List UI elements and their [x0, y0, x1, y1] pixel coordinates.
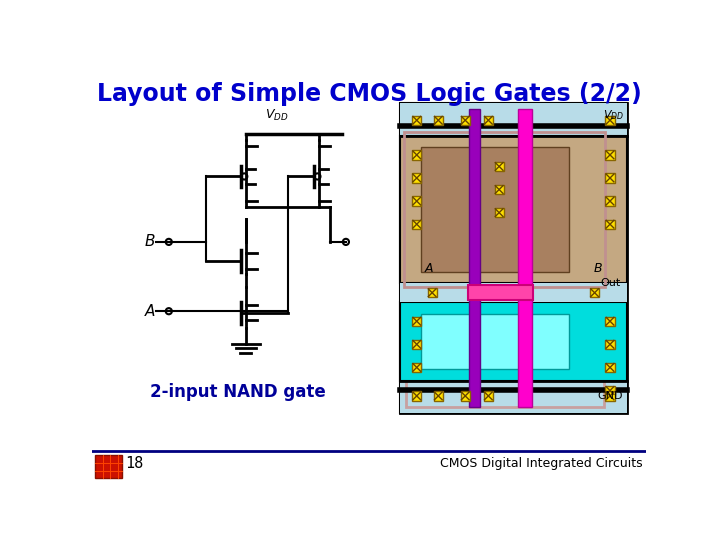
Bar — [400, 302, 627, 381]
Text: CMOS Digital Integrated Circuits: CMOS Digital Integrated Circuits — [441, 457, 643, 470]
Bar — [433, 116, 443, 125]
Bar — [468, 285, 534, 300]
Bar — [433, 392, 443, 401]
Bar — [412, 220, 421, 229]
Text: 2-input NAND gate: 2-input NAND gate — [150, 383, 326, 401]
Bar — [590, 288, 599, 298]
Text: $V_{DD}$: $V_{DD}$ — [265, 107, 289, 123]
Bar — [412, 197, 421, 206]
Bar — [400, 103, 627, 413]
Bar — [461, 116, 470, 125]
Text: A: A — [425, 261, 433, 274]
Bar — [606, 386, 615, 395]
Text: Layout of Simple CMOS Logic Gates (2/2): Layout of Simple CMOS Logic Gates (2/2) — [96, 82, 642, 106]
Bar — [495, 185, 504, 194]
Text: GND: GND — [598, 391, 623, 401]
Bar — [461, 392, 470, 401]
Bar — [421, 147, 569, 272]
Bar — [423, 238, 564, 370]
Bar — [421, 314, 569, 369]
Bar — [400, 136, 627, 284]
Bar — [484, 116, 493, 125]
Text: B: B — [593, 261, 602, 274]
Text: $V_{DD}$: $V_{DD}$ — [603, 108, 624, 122]
Bar — [606, 150, 615, 159]
Bar — [606, 363, 615, 372]
Bar — [412, 150, 421, 159]
Bar — [423, 238, 564, 370]
Bar — [412, 316, 421, 326]
Bar — [606, 173, 615, 183]
Bar — [518, 110, 531, 407]
Bar — [412, 363, 421, 372]
Bar — [423, 126, 564, 195]
Bar — [606, 392, 615, 401]
Bar — [606, 220, 615, 229]
Bar — [495, 162, 504, 171]
Bar — [412, 392, 421, 401]
Text: 18: 18 — [126, 456, 144, 471]
Bar — [495, 208, 504, 217]
Bar — [95, 455, 122, 478]
Bar — [469, 110, 480, 407]
Text: Out: Out — [600, 278, 621, 288]
Bar — [428, 288, 437, 298]
Bar — [606, 340, 615, 349]
Bar — [412, 173, 421, 183]
Bar — [484, 392, 493, 401]
Bar — [400, 103, 627, 413]
Text: A: A — [145, 303, 155, 319]
Bar — [400, 284, 627, 302]
Bar — [400, 103, 627, 136]
Bar — [606, 316, 615, 326]
Bar — [404, 132, 605, 287]
Bar — [606, 197, 615, 206]
Bar — [412, 116, 421, 125]
Bar — [412, 340, 421, 349]
Bar — [606, 116, 615, 125]
Text: B: B — [145, 234, 155, 249]
Bar — [400, 381, 627, 413]
Bar — [406, 215, 603, 407]
